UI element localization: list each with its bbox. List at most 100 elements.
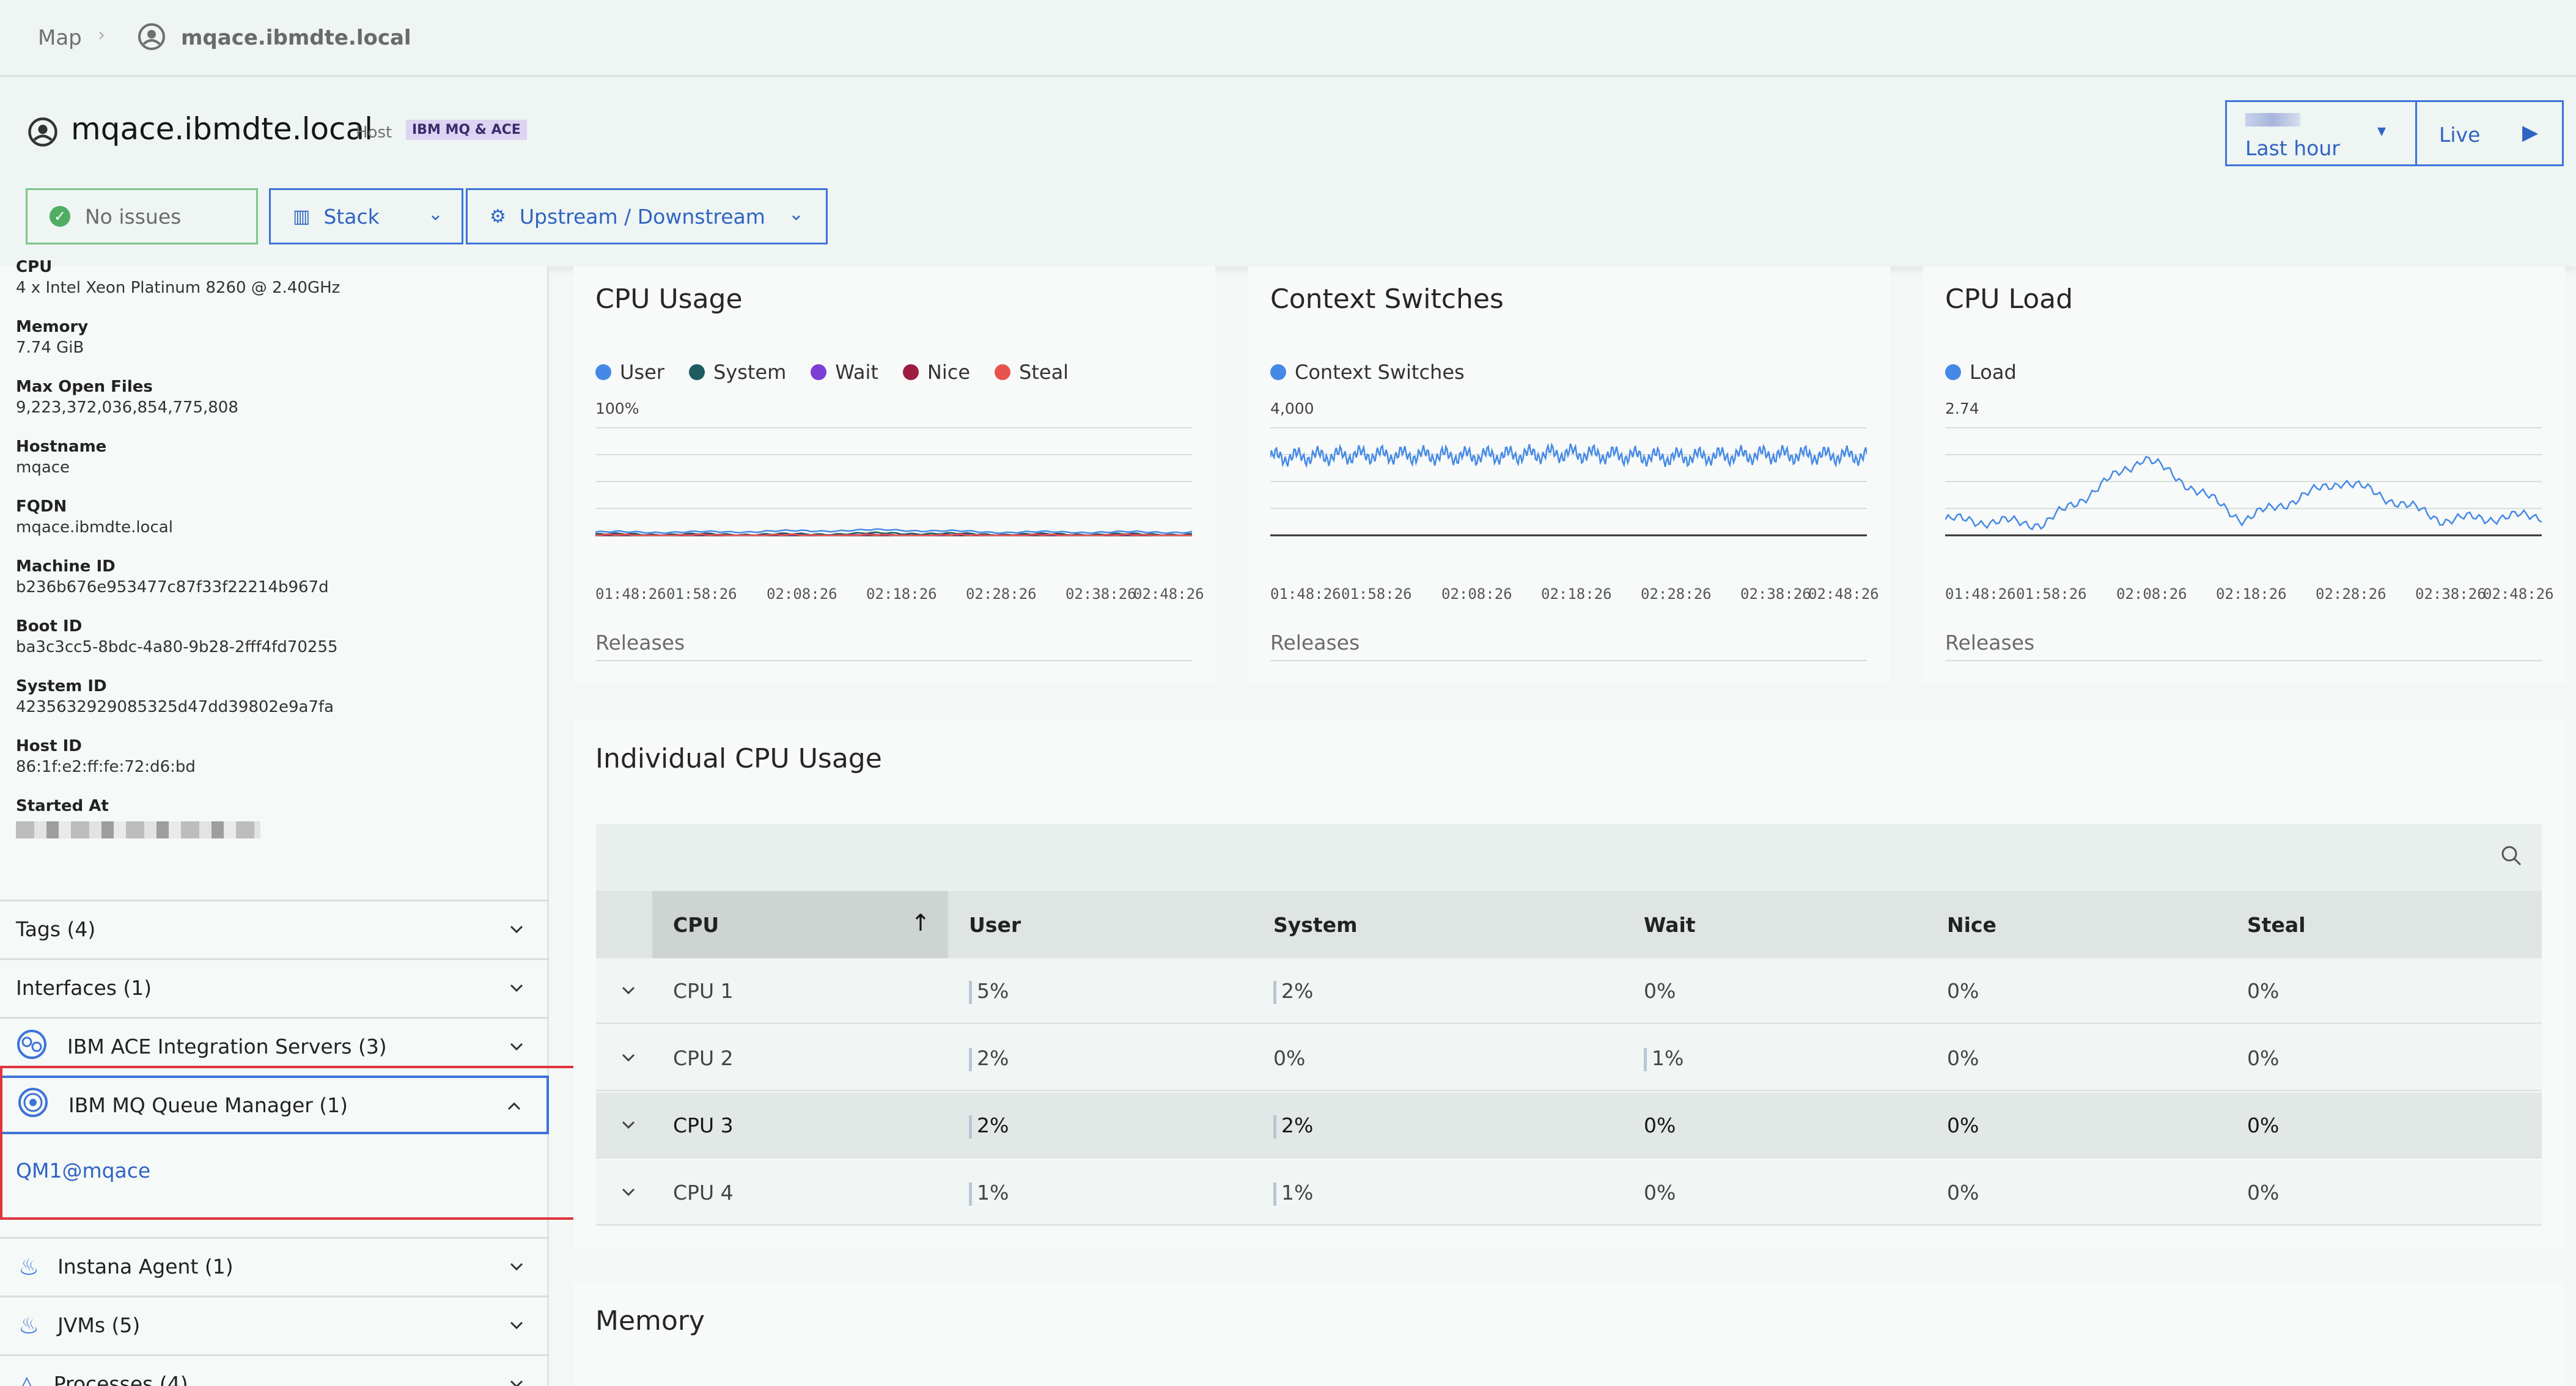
time-range-dropdown[interactable]: Last hour ▾	[2225, 100, 2417, 166]
sort-ascending-icon[interactable]: ↑	[911, 909, 930, 936]
cpu-usage-title: CPU Usage	[595, 284, 743, 315]
table-cell: 0%	[1947, 1113, 1979, 1137]
divider	[1945, 660, 2542, 661]
table-row[interactable]: CPU 4 1% 1% 0% 0% 0%	[596, 1160, 2542, 1226]
host-info-label: Machine ID	[16, 557, 116, 576]
individual-cpu-title: Individual CPU Usage	[595, 743, 882, 774]
table-cell: 1%	[1644, 1046, 1684, 1071]
column-header-steal[interactable]: Steal	[2247, 913, 2306, 937]
expand-row-chevron-icon[interactable]	[619, 981, 638, 1002]
x-tick-label: 02:28:26	[1641, 585, 1712, 603]
accordion-processes[interactable]: △ Processes (4)	[0, 1354, 549, 1386]
breadcrumb-host[interactable]: mqace.ibmdte.local	[181, 26, 411, 50]
divider	[595, 660, 1192, 661]
chevron-down-icon	[507, 1037, 526, 1061]
legend-label: Context Switches	[1295, 361, 1465, 384]
accordion-tags[interactable]: Tags (4)	[0, 900, 549, 957]
upstream-downstream-button[interactable]: ⚙ Upstream / Downstream ⌄	[466, 188, 828, 244]
chevron-down-icon: ⌄	[788, 204, 804, 225]
topology-icon: ⚙	[490, 205, 506, 227]
x-tick-label: 01:58:26	[2016, 585, 2087, 603]
legend-dot-icon	[811, 364, 827, 380]
expand-row-chevron-icon[interactable]	[619, 1183, 638, 1204]
context-switches-x-ticks: 01:48:26 01:58:26 02:08:26 02:18:26 02:28:26…	[1270, 585, 1879, 604]
mq-queue-manager-link[interactable]: QM1@mqace	[16, 1159, 151, 1182]
table-row[interactable]: CPU 3 2% 2% 0% 0% 0%	[596, 1093, 2542, 1159]
cpu-usage-x-ticks: 01:48:26 01:58:26 02:08:26 02:18:26 02:28:26…	[595, 585, 1204, 604]
legend-item[interactable]: Wait	[811, 361, 878, 384]
table-row[interactable]: CPU 2 2% 0% 1% 0% 0%	[596, 1025, 2542, 1091]
memory-title: Memory	[595, 1305, 705, 1336]
cpu-usage-legend: User System Wait Nice Steal	[595, 361, 1093, 384]
accordion-ace-integration-servers[interactable]: IBM ACE Integration Servers (3)	[0, 1017, 549, 1074]
column-header-cpu[interactable]: CPU	[673, 913, 719, 937]
search-icon[interactable]	[2499, 843, 2523, 870]
legend-dot-icon	[1270, 364, 1286, 380]
table-cell-value: 0%	[1273, 1046, 1306, 1070]
legend-label: Wait	[835, 361, 878, 384]
expand-row-chevron-icon[interactable]	[619, 1116, 638, 1137]
legend-dot-icon	[995, 364, 1011, 380]
host-info-value: 7.74 GiB	[16, 339, 84, 357]
cpu-load-legend: Load	[1945, 361, 2041, 384]
accordion-mq-queue-manager[interactable]: IBM MQ Queue Manager (1)	[0, 1076, 549, 1134]
accordion-jvms[interactable]: ♨ JVMs (5)	[0, 1296, 549, 1353]
cpu-load-plot[interactable]	[1945, 417, 2542, 557]
column-header-wait[interactable]: Wait	[1644, 913, 1696, 937]
column-header-user[interactable]: User	[969, 913, 1021, 937]
legend-item[interactable]: Nice	[902, 361, 970, 384]
legend-item[interactable]: System	[688, 361, 786, 384]
accordion-tags-label: Tags (4)	[16, 917, 96, 941]
x-tick-label: 02:08:26	[1441, 585, 1512, 603]
table-cell: 0%	[1947, 979, 1979, 1003]
legend-item[interactable]: Load	[1945, 361, 2017, 384]
usage-bar	[969, 980, 972, 1004]
x-tick-label: 02:38:26	[2415, 585, 2486, 603]
table-cell-value: 2%	[977, 1113, 1009, 1137]
column-header-nice[interactable]: Nice	[1947, 913, 1996, 937]
host-info-label: Boot ID	[16, 617, 83, 636]
cpu-load-card: CPU Load Load 2.74 01:48:26 01:58:26 02:08…	[1923, 266, 2565, 683]
legend-item[interactable]: User	[595, 361, 664, 384]
host-info-value: ba3c3cc5-8bdc-4a80-9b28-2fff4fd70255	[16, 638, 338, 656]
breadcrumb-bar: Map › mqace.ibmdte.local	[0, 0, 2576, 77]
usage-bar	[1273, 1115, 1276, 1138]
chevron-down-icon	[507, 1316, 526, 1340]
processes-icon: △	[18, 1371, 35, 1386]
chevron-down-icon	[507, 978, 526, 1002]
context-switches-plot[interactable]	[1270, 417, 1867, 557]
chevron-down-icon	[507, 1374, 526, 1386]
divider	[1270, 660, 1867, 661]
accordion-ace-label: IBM ACE Integration Servers (3)	[67, 1035, 387, 1058]
legend-dot-icon	[688, 364, 705, 380]
table-cell-value: 1%	[1652, 1046, 1684, 1070]
accordion-instana-agent[interactable]: ♨ Instana Agent (1)	[0, 1237, 549, 1294]
x-tick-label: 02:18:26	[1541, 585, 1612, 603]
expand-row-chevron-icon[interactable]	[619, 1049, 638, 1069]
live-button[interactable]: Live ▶	[2417, 100, 2564, 166]
table-cell-value: 0%	[1947, 1181, 1979, 1204]
stack-button[interactable]: ▥ Stack ⌄	[269, 188, 463, 244]
sidebar: CPU 4 x Intel Xeon Platinum 8260 @ 2.40GH…	[0, 258, 549, 1386]
table-row[interactable]: CPU 1 5% 2% 0% 0% 0%	[596, 958, 2542, 1024]
usage-bar	[969, 1182, 972, 1206]
cpu-usage-plot[interactable]	[595, 417, 1192, 557]
time-range-label: Last hour	[2245, 136, 2340, 160]
no-issues-button[interactable]: ✓ No issues	[26, 188, 258, 244]
table-cell: 1%	[969, 1181, 1009, 1206]
legend-item[interactable]: Context Switches	[1270, 361, 1465, 384]
column-header-system[interactable]: System	[1273, 913, 1358, 937]
chevron-up-icon	[505, 1096, 523, 1120]
x-tick-label: 02:48:26	[2483, 585, 2554, 603]
series-line	[1270, 442, 1867, 468]
legend-item[interactable]: Steal	[995, 361, 1069, 384]
host-info-value: mqace.ibmdte.local	[16, 518, 173, 537]
accordion-interfaces[interactable]: Interfaces (1)	[0, 958, 549, 1016]
table-cell: CPU 1	[673, 979, 734, 1003]
x-tick-label: 01:48:26	[1945, 585, 2016, 603]
x-tick-label: 02:18:26	[866, 585, 937, 603]
breadcrumb-map[interactable]: Map	[38, 26, 82, 50]
x-tick-label: 02:48:26	[1808, 585, 1879, 603]
mq-icon	[16, 1085, 50, 1124]
entity-header: mqace.ibmdte.local Host IBM MQ & ACE Las…	[0, 77, 2576, 266]
